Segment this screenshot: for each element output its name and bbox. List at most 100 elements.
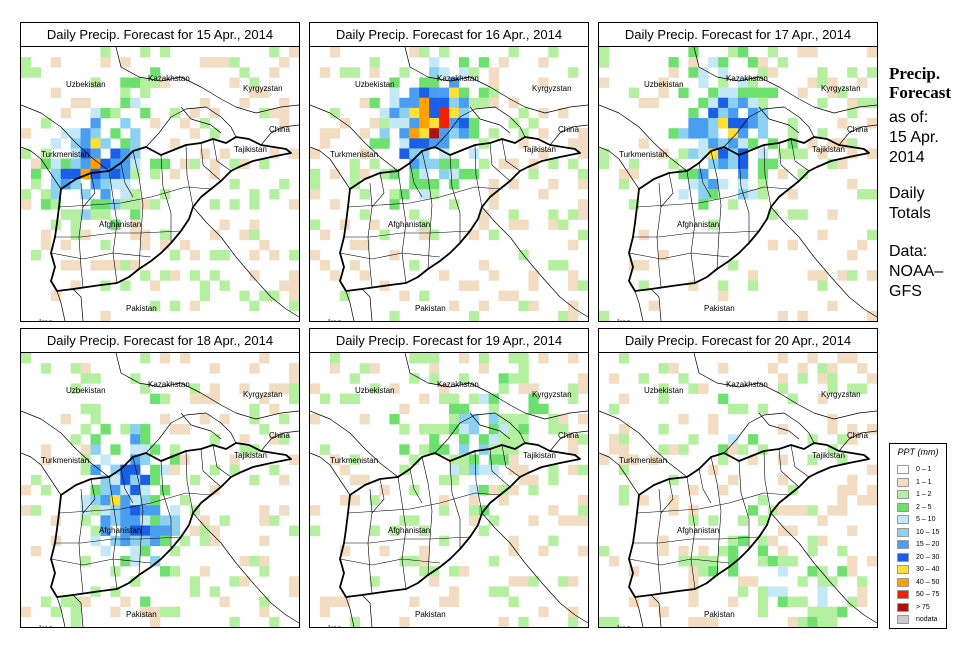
precip-cell — [468, 393, 480, 405]
precip-cell — [468, 495, 480, 506]
precip-cell — [249, 474, 260, 486]
precip-map-svg: Uzbekistan Kazakhstan Kyrgyzstan China Tajik… — [599, 47, 877, 321]
precip-cell — [179, 424, 191, 435]
precip-cell — [817, 393, 828, 405]
precip-cell — [169, 525, 181, 536]
precip-cell — [728, 444, 739, 455]
precip-cell — [150, 495, 161, 506]
precip-cells — [310, 353, 588, 627]
precip-cell — [90, 484, 101, 496]
precip-cell — [488, 199, 499, 210]
precip-cell — [429, 158, 440, 170]
precip-cell — [508, 178, 519, 190]
precip-cell — [767, 239, 779, 251]
precip-cell — [698, 545, 709, 557]
precip-cell — [618, 424, 630, 435]
precip-cell — [538, 403, 549, 415]
precip-cell — [488, 434, 499, 445]
precip-cells — [21, 47, 299, 321]
precip-cell — [419, 168, 430, 180]
precip-cell — [548, 178, 559, 190]
country-border — [404, 47, 588, 114]
precip-cell — [329, 199, 341, 210]
precip-cell — [269, 403, 280, 415]
country-border — [599, 410, 688, 478]
precip-cell — [728, 403, 739, 415]
legend-swatch — [897, 527, 909, 537]
precip-cell — [478, 434, 490, 445]
precip-cell — [189, 270, 201, 281]
precip-cell — [100, 168, 111, 180]
country-border — [310, 452, 351, 496]
precip-cell — [140, 383, 151, 394]
panel-title: Daily Precip. Forecast for 19 Apr., 2014 — [310, 329, 588, 353]
precip-cell — [767, 555, 779, 567]
precip-cell — [688, 576, 699, 587]
precip-cell — [100, 199, 111, 210]
country-border — [404, 353, 588, 420]
legend-item: 2 – 5 — [897, 502, 945, 513]
precip-cell — [289, 363, 299, 374]
precip-cell — [498, 158, 509, 170]
precip-cell — [458, 434, 470, 445]
precip-cell — [708, 148, 719, 159]
precip-cell — [528, 474, 539, 486]
precip-cell — [478, 484, 490, 496]
precip-cell — [508, 209, 519, 220]
map-label-pakistan: Pakistan — [126, 610, 157, 619]
precip-cell — [688, 107, 699, 119]
precip-cell — [718, 107, 729, 119]
map-label-pakistan: Pakistan — [415, 304, 446, 313]
precip-cell — [21, 353, 32, 364]
precip-cell — [349, 67, 360, 78]
country-border — [260, 124, 299, 146]
precip-cell — [638, 97, 649, 109]
precip-cell — [718, 454, 729, 465]
precip-cell — [439, 393, 450, 405]
precip-cell — [449, 178, 460, 190]
precip-cell — [21, 606, 32, 618]
precip-cell — [817, 280, 828, 291]
precip-cell — [548, 413, 559, 425]
precip-cell — [339, 545, 351, 557]
precip-cell — [140, 107, 151, 119]
precip-cell — [787, 128, 798, 139]
precip-cell — [518, 373, 529, 384]
precip-cell — [329, 363, 341, 374]
precip-cell — [688, 168, 699, 180]
precip-cell — [120, 505, 131, 516]
precip-cell — [130, 209, 141, 220]
precip-cell — [678, 413, 689, 425]
precip-cell — [219, 148, 230, 159]
precip-cell — [578, 515, 588, 526]
precip-cell — [468, 515, 480, 526]
legend-label: 1 – 2 — [916, 491, 932, 498]
precip-cell — [599, 77, 610, 88]
country-border — [21, 146, 62, 190]
precip-cell — [160, 270, 171, 281]
precip-cell — [90, 107, 101, 119]
precip-cell — [419, 87, 430, 99]
precip-cell — [259, 424, 270, 435]
precip-cell — [817, 128, 828, 139]
precip-cell — [807, 454, 818, 465]
precip-cell — [867, 464, 877, 476]
precip-cell — [140, 87, 151, 99]
precip-cell — [728, 555, 739, 567]
precip-cell — [747, 576, 759, 587]
precip-cell — [110, 606, 121, 618]
precip-cell — [658, 249, 669, 261]
precip-cell — [239, 555, 250, 567]
precip-cell — [100, 260, 111, 271]
province-border — [710, 456, 722, 576]
precip-cell — [468, 413, 480, 425]
precip-cell — [867, 97, 877, 109]
precip-cell — [568, 300, 579, 312]
precip-cell — [458, 280, 470, 291]
precip-cell — [528, 383, 539, 394]
precip-cell — [777, 596, 788, 608]
precip-cell — [150, 199, 161, 210]
precip-cell — [678, 189, 689, 200]
precip-cell — [70, 363, 81, 374]
precip-cell — [399, 403, 410, 415]
